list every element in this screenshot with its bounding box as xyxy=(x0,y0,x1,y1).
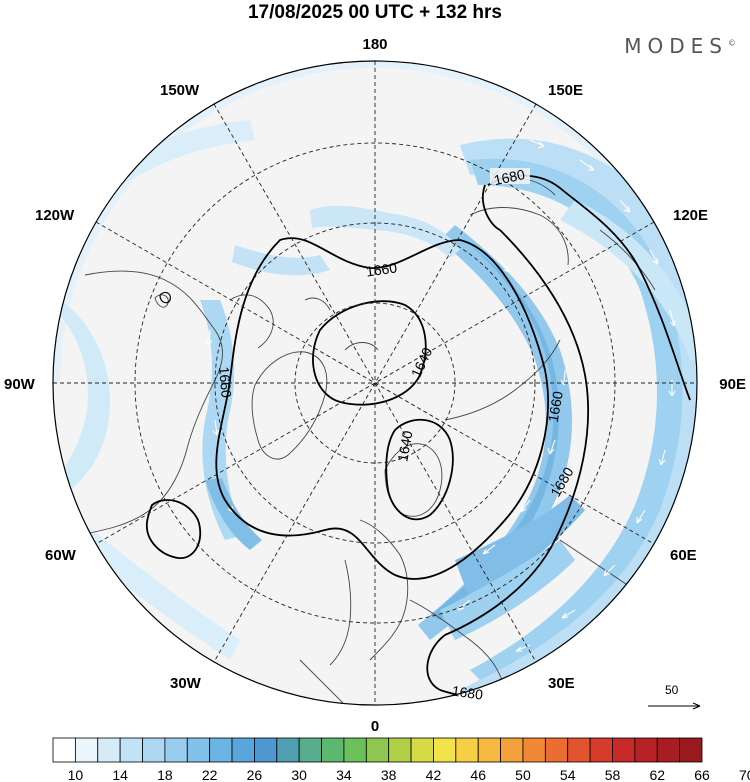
colorbar-cell xyxy=(209,737,233,763)
colorbar-tick-label: 34 xyxy=(336,767,352,782)
colorbar-cell xyxy=(321,737,345,763)
lon-label-left: 90W xyxy=(4,376,36,393)
contour-label: 1680 xyxy=(451,683,484,703)
lon-label-120e: 120E xyxy=(673,207,708,224)
colorbar-tick-label: 62 xyxy=(649,767,665,782)
colorbar-cell xyxy=(567,737,591,763)
colorbar-tick-label: 14 xyxy=(112,767,128,782)
colorbar-cell xyxy=(231,737,255,763)
colorbar-tick-label: 10 xyxy=(68,767,84,782)
colorbar-tick-label: 38 xyxy=(381,767,397,782)
colorbar-cell xyxy=(522,737,546,763)
wind-vectors xyxy=(205,139,676,652)
map-boundary xyxy=(52,60,698,706)
colorbar-cell xyxy=(164,737,188,763)
brand-mark: © xyxy=(728,38,736,48)
lon-label-top: 180 xyxy=(362,36,387,53)
colorbar-cell xyxy=(612,737,636,763)
coastlines xyxy=(53,177,656,705)
contour-label: 1680 xyxy=(492,166,526,188)
polar-map: 1680 1660 1640 1660 1640 1660 1680 1680 … xyxy=(4,36,746,735)
contour-label-group: 1680 1660 1640 1660 1640 1660 1680 1680 xyxy=(216,166,577,703)
lon-label-bottom: 0 xyxy=(371,718,379,735)
colorbar-cell xyxy=(388,737,412,763)
colorbar-cell xyxy=(142,737,166,763)
contour-label: 1660 xyxy=(216,366,235,399)
colorbar-tick-label: 30 xyxy=(291,767,307,782)
lon-label-60w: 60W xyxy=(45,547,77,564)
map-title: 17/08/2025 00 UTC + 132 hrs xyxy=(247,2,503,23)
colorbar-cell xyxy=(433,737,457,763)
colorbar-cell xyxy=(656,737,681,763)
lon-label-150w: 150W xyxy=(160,82,200,99)
colorbar-tick-label: 54 xyxy=(560,767,576,782)
colorbar-cell xyxy=(365,737,390,763)
colorbar-tick-label: 22 xyxy=(202,767,218,782)
colorbar-cell xyxy=(679,737,703,763)
colorbar-cell xyxy=(298,737,322,763)
colorbar-tick-label: 46 xyxy=(470,767,486,782)
colorbar-cell xyxy=(97,737,121,763)
colorbar-cells xyxy=(52,737,703,763)
colorbar-cell xyxy=(119,737,143,763)
lon-label-right: 90E xyxy=(719,376,746,393)
lon-label-60e: 60E xyxy=(670,547,697,564)
colorbar-cell xyxy=(500,737,524,763)
map-disk xyxy=(53,61,697,705)
brand-name: MODES xyxy=(624,34,728,58)
brand-logo: MODES© xyxy=(624,34,736,58)
lon-label-120w: 120W xyxy=(35,207,75,224)
colorbar-cell xyxy=(589,737,613,763)
contour-label: 1660 xyxy=(365,259,398,279)
lon-label-30e: 30E xyxy=(548,675,575,692)
colorbar-cell xyxy=(477,737,501,763)
colorbar-cell xyxy=(74,737,99,763)
longitude-labels: 180 0 90W 90E 150W 120W 60W 30W 150E 120… xyxy=(4,36,746,735)
colorbar-cell xyxy=(544,737,569,763)
colorbar-tick-label: 50 xyxy=(515,767,531,782)
colorbar-tick-label: 42 xyxy=(426,767,442,782)
colorbar-tick-label: 70 xyxy=(739,767,750,782)
colorbar-cell xyxy=(455,737,479,763)
colorbar-cell xyxy=(186,737,211,763)
colorbar-tick-label: 58 xyxy=(605,767,621,782)
colorbar-tick-label: 26 xyxy=(247,767,263,782)
graticule xyxy=(53,61,697,705)
colorbar-cell xyxy=(634,737,658,763)
reference-vector xyxy=(648,702,701,710)
reference-vector-label: 50 xyxy=(665,683,679,697)
lon-label-150e: 150E xyxy=(548,82,583,99)
colorbar-cell xyxy=(52,737,76,763)
colorbar-tick-label: 66 xyxy=(694,767,710,782)
colorbar-cell xyxy=(410,737,434,763)
colorbar-cell xyxy=(343,737,367,763)
colorbar-tick-label: 18 xyxy=(157,767,173,782)
colorbar-cell xyxy=(276,737,300,763)
contour-label: 1660 xyxy=(545,390,566,424)
lon-label-30w: 30W xyxy=(170,675,202,692)
contour-label: 1640 xyxy=(394,429,415,463)
colorbar-labels: 10 14 18 22 26 30 34 38 42 46 50 54 58 62 66 70 xyxy=(68,767,750,782)
colorbar-cell xyxy=(254,737,278,763)
